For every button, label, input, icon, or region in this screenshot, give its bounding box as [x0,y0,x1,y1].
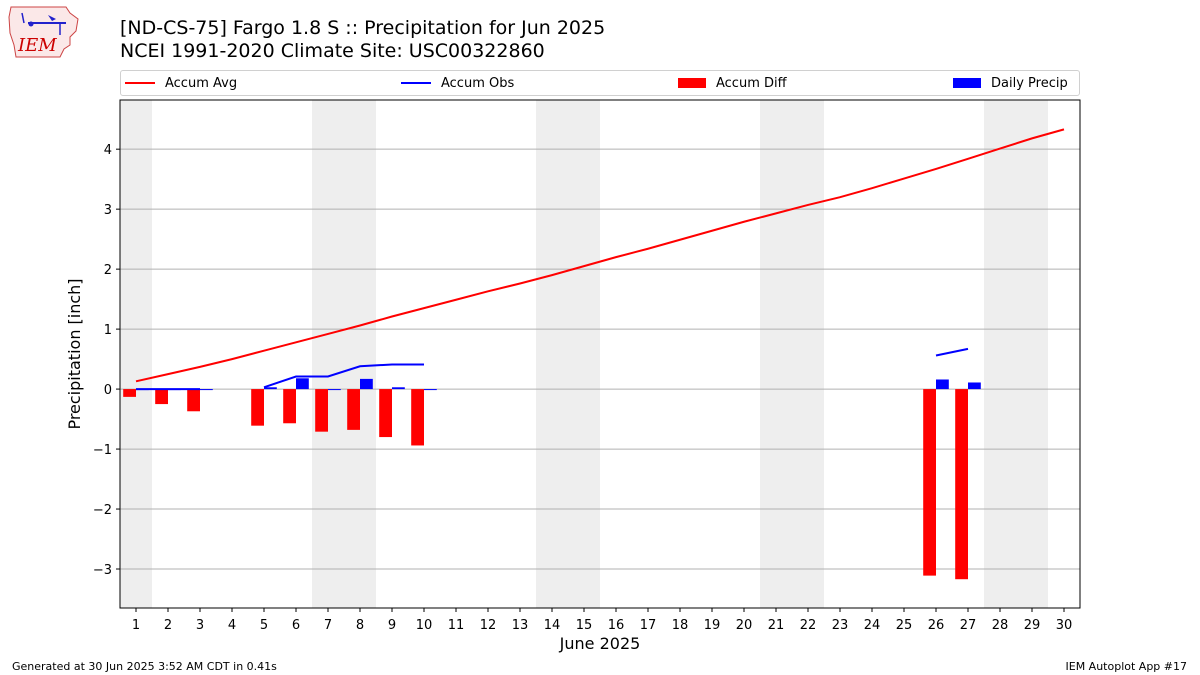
x-tick-label: 12 [480,618,497,633]
daily-precip-bar [392,387,405,390]
iem-logo-icon: IEM [8,6,79,58]
legend: Accum Avg Accum Obs Accum Diff Daily Pre… [120,70,1080,96]
y-tick-label: 2 [104,263,112,278]
daily-precip-bar [424,389,437,391]
x-axis-label: June 2025 [559,634,641,653]
x-tick-label: 8 [356,618,364,633]
x-tick-label: 25 [896,618,913,633]
x-tick-label: 3 [196,618,204,633]
accum-diff-bar [251,389,264,426]
x-tick-label: 26 [928,618,945,633]
x-tick-label: 17 [640,618,657,633]
legend-item-accum-avg: Accum Avg [125,71,237,95]
x-tick-label: 16 [608,618,625,633]
x-tick-label: 28 [992,618,1009,633]
accum-diff-bar [923,389,936,576]
weekend-shade [120,100,152,608]
footer-generated: Generated at 30 Jun 2025 3:52 AM CDT in … [12,660,277,673]
weekend-shade [312,100,376,608]
legend-item-accum-obs: Accum Obs [401,71,514,95]
y-tick-label: −1 [93,443,112,458]
weekend-shade [984,100,1048,608]
accum-diff-bar [379,389,392,438]
x-tick-label: 15 [576,618,593,633]
x-tick-label: 27 [960,618,977,633]
legend-item-accum-diff: Accum Diff [678,71,787,95]
y-axis-label: Precipitation [inch] [65,278,84,429]
x-tick-label: 18 [672,618,689,633]
y-tick-label: −2 [93,503,112,518]
x-tick-label: 22 [800,618,817,633]
iem-logo: IEM [8,5,80,63]
legend-swatch-daily-precip [953,78,981,88]
weekend-shade [536,100,600,608]
x-tick-label: 5 [260,618,268,633]
x-tick-label: 14 [544,618,561,633]
daily-precip-bar [968,382,981,390]
weekend-shade [760,100,824,608]
chart-subtitle: NCEI 1991-2020 Climate Site: USC00322860 [120,40,545,62]
daily-precip-bar [360,378,373,390]
daily-precip-bar [296,378,309,390]
x-tick-label: 20 [736,618,753,633]
accum-avg-line [135,128,1065,383]
accum-diff-bar [187,389,200,412]
accum-diff-bar [955,389,968,580]
accum-diff-bar [411,389,424,446]
legend-swatch-accum-obs [401,82,431,84]
accum-diff-bar [283,389,296,424]
x-tick-label: 1 [132,618,140,633]
x-tick-label: 21 [768,618,785,633]
plot-frame [119,99,1081,609]
daily-precip-bar [936,379,949,390]
legend-label-accum-diff: Accum Diff [716,75,787,91]
legend-label-accum-avg: Accum Avg [165,75,238,91]
legend-swatch-accum-diff [678,78,706,88]
legend-label-daily-precip: Daily Precip [991,75,1068,91]
x-tick-label: 23 [832,618,849,633]
x-tick-label: 9 [388,618,396,633]
y-tick-label: 0 [104,383,112,398]
accum-obs-line [935,347,969,357]
x-tick-label: 2 [164,618,172,633]
daily-precip-bar [328,389,341,391]
x-tick-label: 6 [292,618,300,633]
svg-text:IEM: IEM [17,35,57,56]
accum-diff-bar [347,389,360,430]
daily-precip-bar [200,389,213,391]
daily-precip-bar [264,387,277,390]
x-tick-label: 24 [864,618,881,633]
accum-diff-bar [155,389,168,405]
y-tick-label: 3 [104,203,112,218]
legend-label-accum-obs: Accum Obs [441,75,515,91]
y-tick-label: 4 [104,143,112,158]
legend-swatch-accum-avg [125,82,155,84]
x-tick-label: 19 [704,618,721,633]
y-tick-label: −3 [93,563,112,578]
x-tick-label: 4 [228,618,236,633]
y-tick-label: 1 [104,323,112,338]
footer-app: IEM Autoplot App #17 [1065,660,1188,673]
x-tick-label: 13 [512,618,529,633]
x-tick-label: 29 [1024,618,1041,633]
accum-diff-bar [315,389,328,432]
x-tick-label: 7 [324,618,332,633]
accum-obs-line [263,363,424,389]
x-tick-label: 10 [416,618,433,633]
legend-item-daily-precip: Daily Precip [953,71,1068,95]
chart-title: [ND-CS-75] Fargo 1.8 S :: Precipitation … [120,17,606,39]
accum-diff-bar [123,389,136,397]
x-tick-label: 11 [448,618,465,633]
x-tick-label: 30 [1056,618,1073,633]
